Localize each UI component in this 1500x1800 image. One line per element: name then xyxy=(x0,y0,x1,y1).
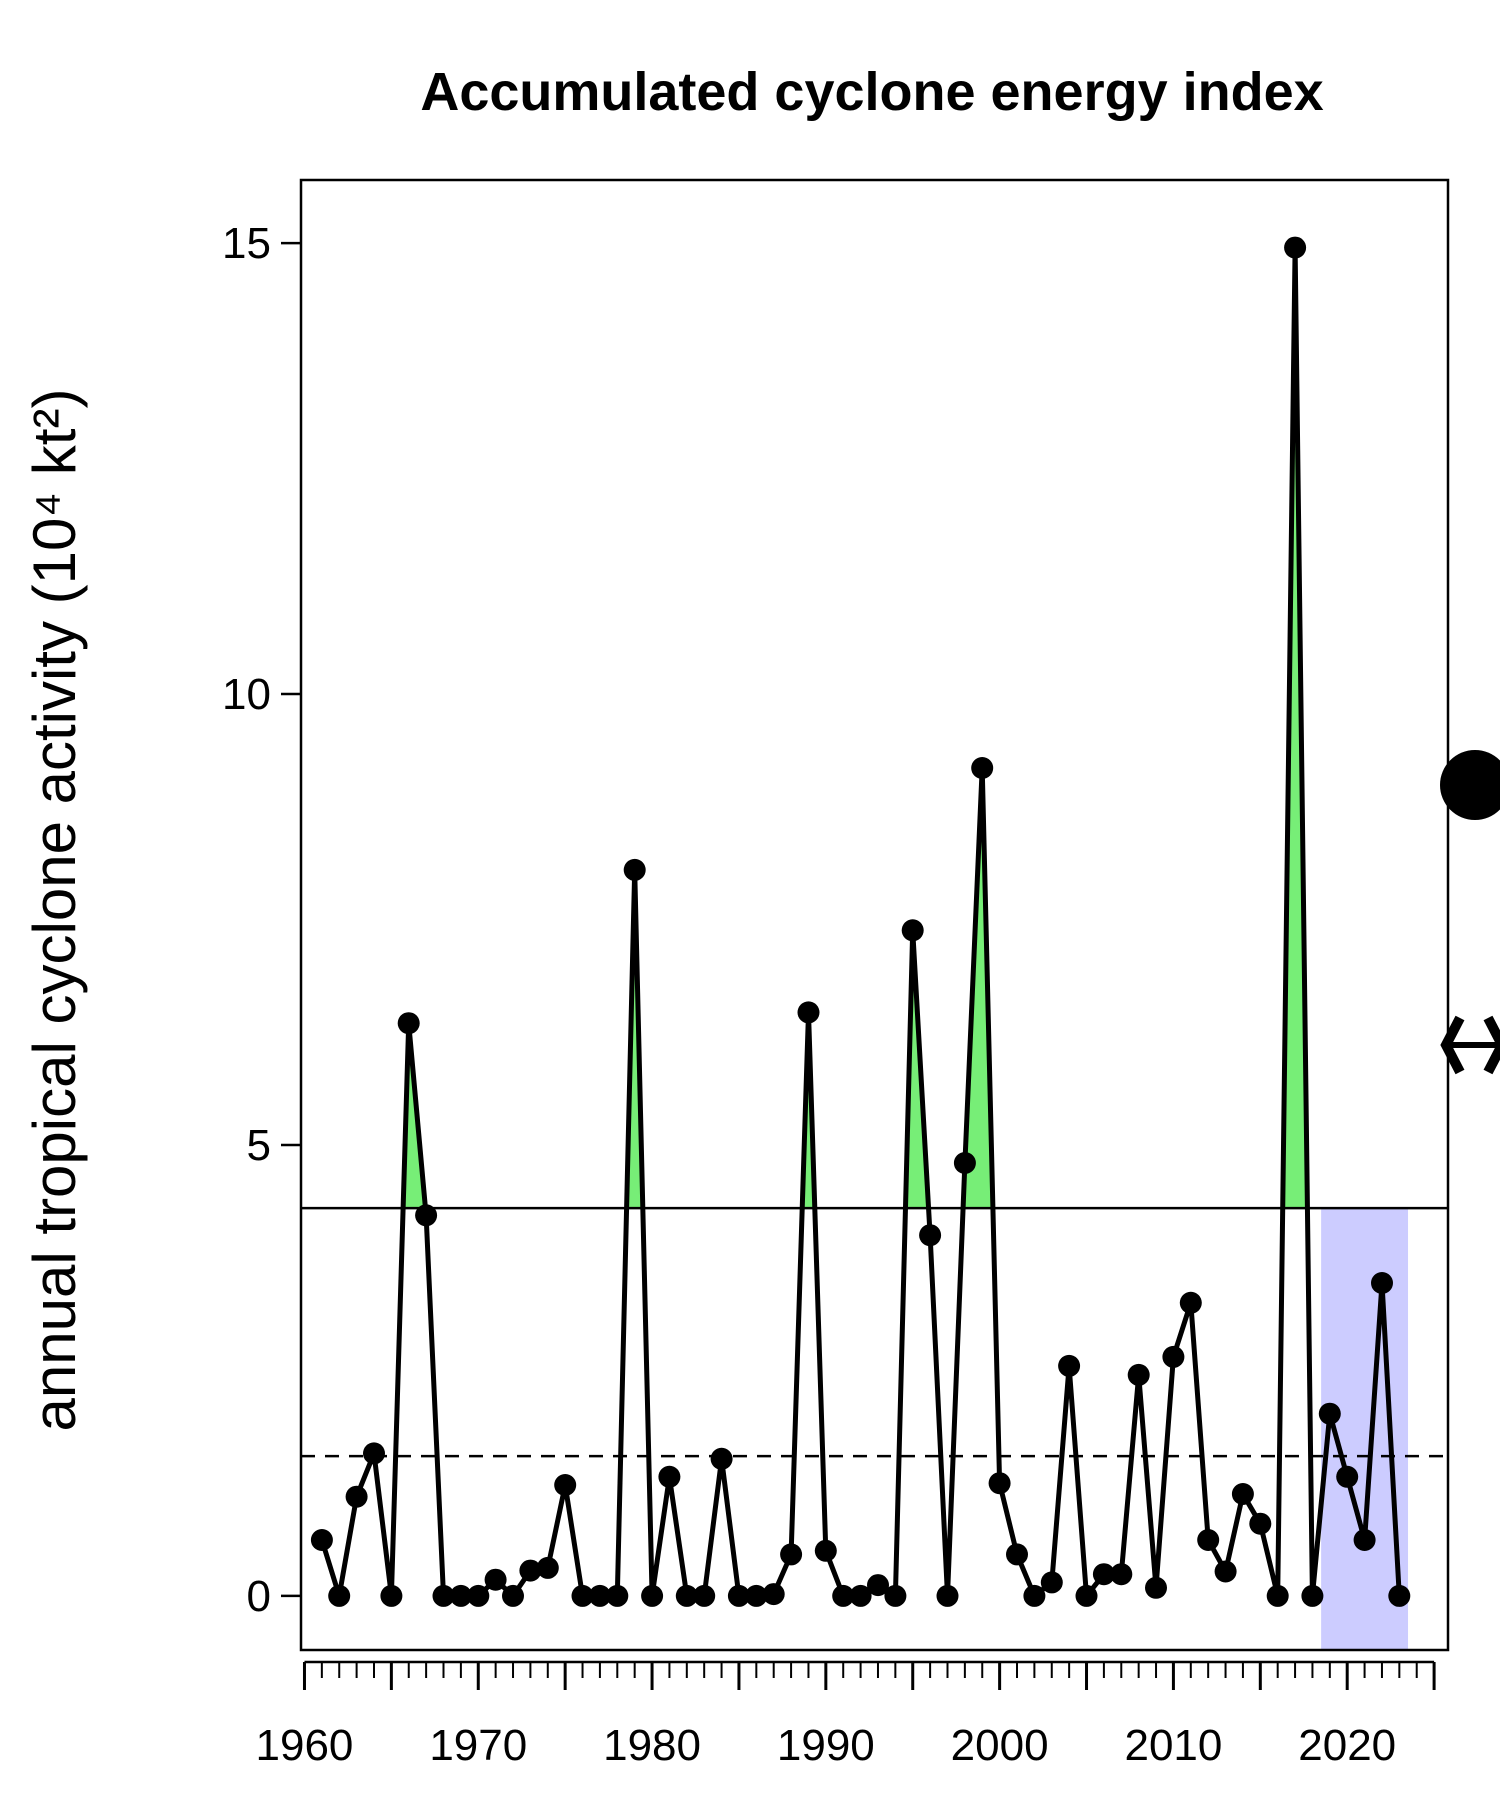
data-point xyxy=(675,1584,698,1607)
data-point xyxy=(519,1559,542,1582)
data-point xyxy=(397,1012,420,1035)
data-point xyxy=(1371,1272,1393,1294)
data-point xyxy=(1179,1291,1202,1314)
data-point xyxy=(1092,1563,1115,1586)
data-point xyxy=(380,1584,403,1607)
data-point xyxy=(1318,1402,1341,1425)
data-point xyxy=(1006,1543,1028,1566)
filled-circle-icon xyxy=(1440,750,1500,820)
data-point xyxy=(710,1447,733,1470)
y-tick-label: 0 xyxy=(247,1572,271,1621)
series-line-layer xyxy=(319,245,1402,1599)
data-point xyxy=(363,1442,385,1465)
data-point xyxy=(884,1584,907,1607)
data-point xyxy=(780,1543,803,1566)
y-tick-label: 15 xyxy=(222,219,271,268)
reference-lines xyxy=(301,1206,1448,1458)
above-threshold-fill xyxy=(1282,247,1308,1209)
data-point xyxy=(432,1584,455,1607)
data-point xyxy=(1353,1529,1376,1551)
data-point xyxy=(901,919,924,942)
data-point xyxy=(310,1529,333,1551)
chart-title: Accumulated cyclone energy index xyxy=(420,62,1323,122)
data-point xyxy=(328,1584,351,1607)
data-point xyxy=(449,1584,472,1607)
data-point xyxy=(936,1584,959,1607)
data-point xyxy=(1110,1563,1133,1586)
data-point xyxy=(762,1583,785,1606)
x-tick-label: 1960 xyxy=(256,1721,354,1770)
above-threshold-fill xyxy=(963,768,993,1209)
data-point xyxy=(467,1584,490,1607)
data-point xyxy=(588,1584,611,1607)
data-point xyxy=(641,1584,664,1607)
x-tick-label: 1990 xyxy=(777,1721,875,1770)
data-point xyxy=(571,1584,594,1607)
data-point xyxy=(1040,1571,1063,1594)
data-point xyxy=(971,757,994,779)
data-point xyxy=(484,1568,507,1591)
data-point xyxy=(536,1556,559,1579)
margin-marks xyxy=(1440,750,1500,1075)
data-point xyxy=(1023,1584,1046,1607)
data-point xyxy=(554,1474,577,1496)
data-point xyxy=(415,1204,438,1227)
data-point xyxy=(849,1584,872,1607)
x-tick-label: 2020 xyxy=(1298,1721,1396,1770)
data-point xyxy=(867,1574,889,1597)
data-point xyxy=(1162,1345,1185,1368)
data-point xyxy=(727,1584,750,1607)
data-point xyxy=(953,1152,976,1174)
data-point xyxy=(1336,1465,1359,1488)
y-tick-label: 5 xyxy=(247,1121,271,1170)
data-point xyxy=(1249,1512,1272,1535)
data-point xyxy=(345,1485,368,1508)
double-headed-arrow-icon xyxy=(1440,1015,1500,1075)
data-point xyxy=(693,1584,716,1607)
above-threshold-fills xyxy=(403,247,1308,1209)
data-point xyxy=(1145,1576,1167,1599)
series-points xyxy=(310,236,1411,1607)
data-point xyxy=(606,1584,629,1607)
data-point xyxy=(1058,1354,1081,1377)
data-point xyxy=(1284,236,1307,259)
data-point xyxy=(988,1472,1011,1495)
x-tick-label: 1970 xyxy=(429,1721,527,1770)
data-point xyxy=(1301,1584,1324,1607)
data-point xyxy=(832,1584,855,1607)
data-point xyxy=(919,1224,942,1247)
data-point xyxy=(1127,1363,1150,1386)
data-point xyxy=(1197,1529,1220,1551)
data-point xyxy=(1231,1483,1254,1505)
data-point xyxy=(814,1539,837,1562)
y-axis-label: annual tropical cyclone activity (10⁴ kt… xyxy=(21,389,88,1432)
data-point xyxy=(745,1584,768,1607)
data-point xyxy=(623,858,646,881)
data-point xyxy=(1214,1560,1237,1583)
data-point xyxy=(502,1584,524,1607)
axes: 0 5 10 15 1960 1970 1980 1990 2000 2010 2020 xyxy=(222,219,1436,1770)
x-tick-label: 1980 xyxy=(603,1721,701,1770)
data-point xyxy=(1388,1584,1411,1607)
data-point xyxy=(658,1465,681,1488)
plot-frame xyxy=(299,178,1450,1652)
series-line xyxy=(319,245,1402,1599)
data-point xyxy=(1075,1584,1098,1607)
y-tick-label: 10 xyxy=(222,670,271,719)
x-tick-label: 2000 xyxy=(951,1721,1049,1770)
data-point xyxy=(797,1001,820,1024)
x-tick-label: 2010 xyxy=(1124,1721,1222,1770)
data-point xyxy=(1266,1584,1289,1607)
